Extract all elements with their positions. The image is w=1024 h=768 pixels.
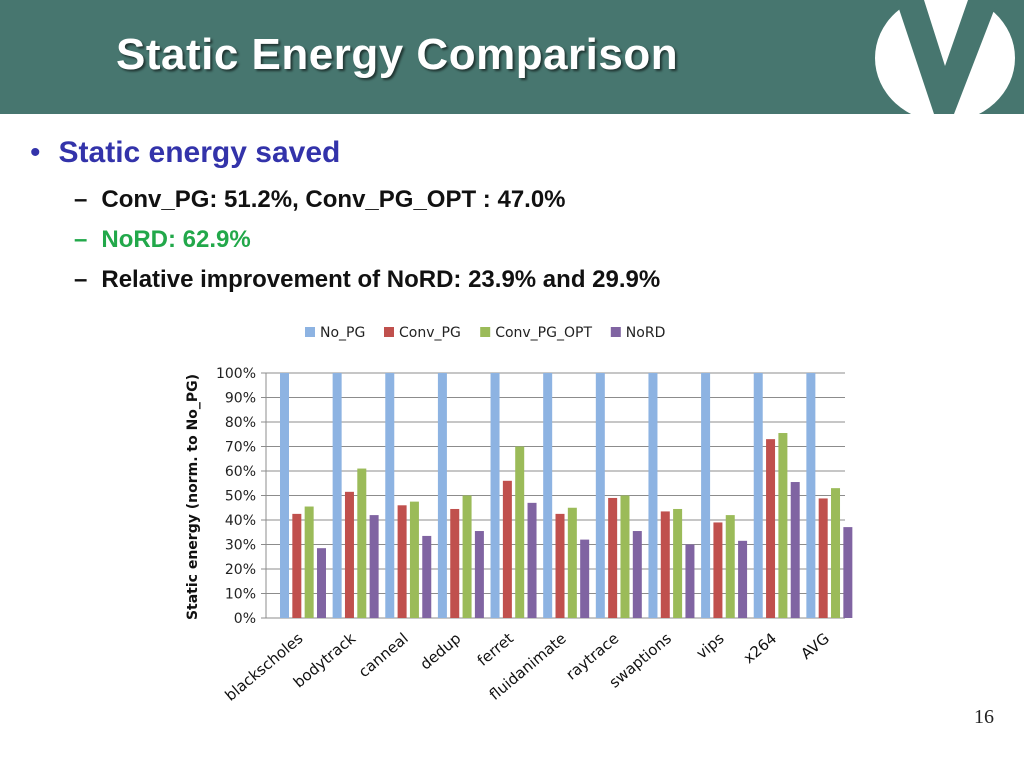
sub-bullet-1: – Conv_PG: 51.2%, Conv_PG_OPT : 47.0% xyxy=(74,186,566,214)
y-tick-label: 100% xyxy=(216,366,256,382)
main-bullet-text: Static energy saved xyxy=(58,136,341,169)
logo-icon xyxy=(875,0,1015,114)
sub-bullet-text: Relative improvement of NoRD: 23.9% and … xyxy=(101,266,661,293)
y-tick-label: 0% xyxy=(234,611,256,627)
bar-nord xyxy=(422,535,432,618)
y-tick-label: 20% xyxy=(225,562,256,578)
x-tick-label: blackscholes xyxy=(222,629,307,704)
bar-conv-pg-opt xyxy=(357,468,367,618)
bar-conv-pg xyxy=(818,498,828,618)
legend-swatch xyxy=(480,327,491,337)
x-tick-label: canneal xyxy=(355,629,412,681)
bar-conv-pg xyxy=(713,522,723,618)
dash-icon: – xyxy=(74,226,88,253)
x-tick-label: dedup xyxy=(417,629,465,673)
bar-conv-pg xyxy=(344,491,354,618)
bar-no-pg xyxy=(280,373,289,618)
bar-nord xyxy=(738,540,748,618)
bar-nord xyxy=(527,502,537,618)
sub-bullet-2: – NoRD: 62.9% xyxy=(74,226,251,254)
bar-conv-pg-opt xyxy=(673,508,683,618)
bar-conv-pg-opt xyxy=(778,433,788,618)
bar-conv-pg-opt xyxy=(725,515,735,618)
bar-conv-pg-opt xyxy=(462,495,472,618)
y-axis-label: Static energy (norm. to No_PG) xyxy=(185,374,201,620)
bar-no-pg xyxy=(543,373,553,618)
page-number: 16 xyxy=(974,706,994,728)
bar-no-pg xyxy=(332,373,342,618)
bar-nord xyxy=(632,531,642,618)
bar-nord xyxy=(790,482,800,618)
legend-label: No_PG xyxy=(320,325,365,341)
bar-conv-pg xyxy=(660,511,670,618)
y-tick-label: 30% xyxy=(225,538,256,554)
y-tick-label: 50% xyxy=(225,489,256,505)
bar-nord xyxy=(369,515,379,618)
main-bullet: • Static energy saved xyxy=(30,136,340,170)
bar-no-pg xyxy=(595,373,605,618)
bar-no-pg xyxy=(806,373,816,618)
y-tick-label: 10% xyxy=(225,587,256,603)
dash-icon: – xyxy=(74,186,88,213)
sub-bullet-3: – Relative improvement of NoRD: 23.9% and… xyxy=(74,266,660,294)
bar-conv-pg-opt xyxy=(567,507,577,618)
bar-conv-pg xyxy=(450,508,460,618)
x-tick-label: vips xyxy=(693,629,728,662)
x-tick-label: x264 xyxy=(740,629,780,667)
bar-no-pg xyxy=(701,373,711,618)
bar-no-pg xyxy=(753,373,763,618)
bar-no-pg xyxy=(437,373,447,618)
bar-conv-pg xyxy=(555,513,565,618)
bar-conv-pg-opt xyxy=(304,506,314,618)
x-tick-label: AVG xyxy=(797,629,832,663)
bar-nord xyxy=(843,527,853,618)
y-tick-label: 60% xyxy=(225,464,256,480)
bar-conv-pg xyxy=(766,439,776,618)
bar-no-pg xyxy=(490,373,500,618)
bar-conv-pg xyxy=(608,497,618,618)
bar-nord xyxy=(316,548,326,618)
legend-swatch xyxy=(384,327,394,337)
y-tick-label: 90% xyxy=(225,391,256,407)
bar-conv-pg xyxy=(292,513,302,618)
y-tick-label: 40% xyxy=(225,513,256,529)
bar-conv-pg xyxy=(502,480,512,618)
bullet-dot-icon: • xyxy=(30,136,41,169)
y-tick-label: 80% xyxy=(225,415,256,431)
sub-bullet-text: Conv_PG: 51.2%, Conv_PG_OPT : 47.0% xyxy=(101,186,566,213)
legend-label: NoRD xyxy=(626,325,666,341)
bar-no-pg xyxy=(385,373,395,618)
bar-conv-pg-opt xyxy=(620,495,630,618)
x-tick-label: ferret xyxy=(474,629,517,669)
legend-swatch xyxy=(610,327,621,337)
legend-label: Conv_PG xyxy=(399,325,461,341)
bar-conv-pg-opt xyxy=(831,488,841,618)
bar-no-pg xyxy=(648,373,658,618)
bar-conv-pg-opt xyxy=(515,446,525,618)
y-tick-label: 70% xyxy=(225,440,256,456)
bar-conv-pg-opt xyxy=(409,501,419,618)
legend-label: Conv_PG_OPT xyxy=(495,325,592,341)
bar-nord xyxy=(685,544,695,618)
bar-nord xyxy=(474,531,484,618)
bar-nord xyxy=(580,539,590,618)
bar-conv-pg xyxy=(397,505,407,618)
legend-swatch xyxy=(305,327,315,337)
dash-icon: – xyxy=(74,266,88,293)
title-bar xyxy=(0,0,1024,114)
sub-bullet-text: NoRD: 62.9% xyxy=(101,226,251,253)
slide-title: Static Energy Comparison xyxy=(116,30,679,79)
